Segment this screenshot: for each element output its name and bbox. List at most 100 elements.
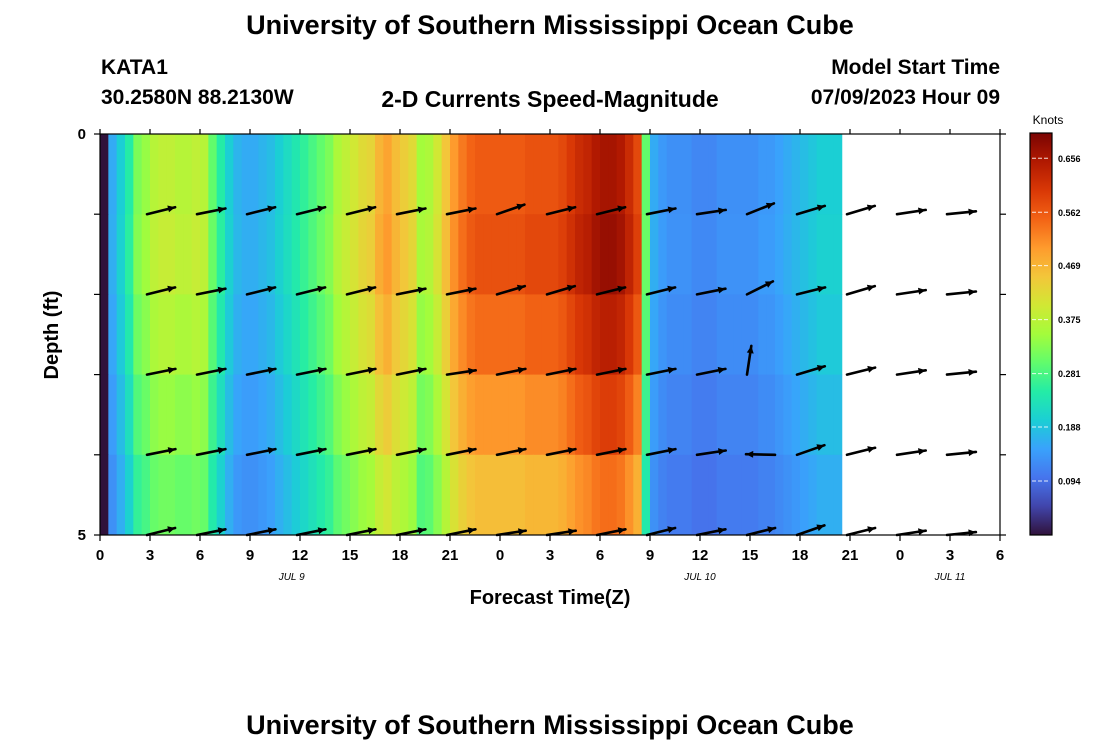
vector-head: [617, 205, 626, 213]
heatmap-cell: [458, 454, 468, 535]
heatmap-cell: [808, 374, 818, 456]
vector-head: [867, 365, 876, 373]
current-vector: [145, 447, 177, 457]
heatmap-cell: [416, 294, 426, 376]
heatmap-cell: [391, 374, 401, 456]
heatmap-cell: [508, 214, 518, 295]
vector-head: [467, 206, 476, 214]
x-tick-label: 0: [896, 547, 904, 564]
heatmap-cell: [133, 214, 143, 295]
current-vector: [845, 526, 877, 537]
current-vector: [645, 206, 677, 216]
heatmap-cell: [766, 214, 776, 295]
current-vector: [145, 285, 177, 296]
heatmap-cell: [258, 134, 268, 215]
heatmap-cell: [700, 454, 709, 535]
heatmap-cell: [675, 294, 684, 376]
heatmap-cell: [733, 214, 743, 295]
y-tick-label: 0: [78, 126, 86, 143]
heatmap-cell: [266, 214, 276, 295]
heatmap-cell: [741, 294, 751, 376]
current-vector: [745, 526, 777, 537]
current-vector: [645, 366, 677, 376]
current-vector: [295, 366, 327, 376]
heatmap-cell: [500, 214, 509, 295]
heatmap-cell: [216, 454, 226, 535]
speed-heatmap: [100, 134, 843, 535]
heatmap-cell: [408, 294, 418, 376]
heatmap-cell: [558, 294, 568, 376]
heatmap-cell: [450, 374, 459, 456]
heatmap-cell: [450, 454, 459, 535]
heatmap-cell: [150, 134, 159, 215]
heatmap-cell: [225, 214, 234, 295]
current-vector: [545, 284, 577, 296]
heatmap-cell: [241, 454, 251, 535]
current-vector: [445, 206, 477, 216]
heatmap-cell: [158, 294, 168, 376]
current-vector: [645, 285, 677, 296]
heatmap-cell: [833, 374, 843, 456]
vector-head: [217, 286, 226, 294]
heatmap-cell: [216, 134, 226, 215]
vector-head: [764, 281, 773, 288]
heatmap-cell: [575, 134, 584, 215]
heatmap-cell: [333, 214, 343, 295]
heatmap-cell: [641, 374, 651, 456]
heatmap-cell: [591, 134, 601, 215]
heatmap-cell: [733, 374, 743, 456]
heatmap-cell: [533, 294, 543, 376]
heatmap-cell: [466, 454, 476, 535]
heatmap-cell: [775, 214, 784, 295]
heatmap-cell: [483, 134, 493, 215]
heatmap-cell: [566, 454, 576, 535]
heatmap-cell: [383, 454, 393, 535]
vector-head: [167, 285, 176, 293]
vector-head: [317, 366, 326, 374]
current-vector: [845, 365, 877, 376]
vector-head: [918, 367, 926, 375]
current-vector: [895, 207, 928, 216]
heatmap-cell: [558, 134, 568, 215]
vector-head: [217, 366, 226, 374]
heatmap-cell: [133, 374, 143, 456]
heatmap-cell: [541, 214, 551, 295]
heatmap-cell: [241, 134, 251, 215]
vector-head: [816, 444, 825, 451]
heatmap-cell: [425, 374, 434, 456]
heatmap-cell: [258, 454, 268, 535]
heatmap-cell: [225, 374, 234, 456]
vector-head: [267, 447, 276, 454]
heatmap-cell: [708, 214, 718, 295]
current-vector-layer: [145, 202, 978, 537]
current-vector: [695, 286, 727, 296]
heatmap-cell: [541, 454, 551, 535]
heatmap-cell: [816, 454, 826, 535]
vector-head: [317, 205, 326, 213]
heatmap-cell: [600, 454, 609, 535]
heatmap-cell: [375, 374, 384, 456]
heatmap-cell: [616, 214, 626, 295]
heatmap-cell: [566, 134, 576, 215]
heatmap-cell: [458, 134, 468, 215]
heatmap-cell: [225, 454, 234, 535]
vector-head: [767, 526, 776, 534]
heatmap-cell: [608, 134, 618, 215]
page-title: University of Southern Mississippi Ocean…: [246, 10, 854, 40]
heatmap-cell: [500, 454, 509, 535]
heatmap-cell: [150, 454, 159, 535]
heatmap-cell: [516, 454, 526, 535]
heatmap-cell: [100, 214, 109, 295]
heatmap-cell: [633, 374, 643, 456]
heatmap-cell: [150, 214, 159, 295]
heatmap-cell: [691, 454, 701, 535]
heatmap-cell: [391, 294, 401, 376]
vector-head: [667, 526, 676, 534]
current-vector: [145, 366, 177, 376]
current-vector: [295, 285, 327, 296]
heatmap-cell: [383, 374, 393, 456]
station-name: KATA1: [101, 56, 168, 79]
heatmap-cell: [500, 294, 509, 376]
heatmap-cell: [358, 454, 368, 535]
vector-head: [817, 285, 826, 293]
